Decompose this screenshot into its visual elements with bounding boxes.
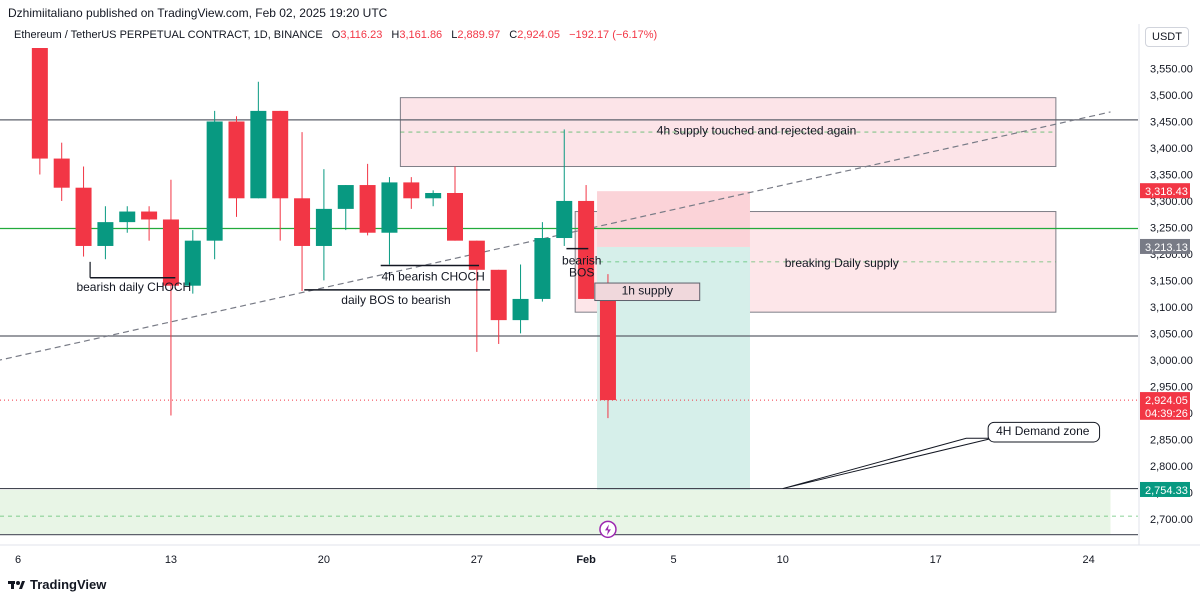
price-label-bg bbox=[1140, 238, 1190, 254]
x-tick-label: 24 bbox=[1083, 554, 1095, 566]
candle-body[interactable] bbox=[184, 240, 201, 286]
demand-callout-pointer bbox=[782, 437, 993, 490]
candle-body[interactable] bbox=[359, 185, 376, 233]
close-label: C bbox=[509, 29, 518, 41]
candle-body[interactable] bbox=[425, 192, 442, 199]
price-label-bg bbox=[1140, 404, 1190, 420]
candle-body[interactable] bbox=[53, 158, 70, 188]
candle-body[interactable] bbox=[468, 240, 485, 270]
symbol-legend: Ethereum / TetherUS PERPETUAL CONTRACT, … bbox=[14, 29, 657, 41]
candle-body[interactable] bbox=[315, 208, 332, 246]
trend-line bbox=[0, 111, 1111, 361]
supply-1h-box bbox=[594, 282, 701, 302]
price-label: 2,754.33 bbox=[1145, 485, 1188, 497]
high-value: 3,161.86 bbox=[399, 29, 443, 41]
y-tick-label: 3,050.00 bbox=[1150, 328, 1193, 340]
x-tick-label: 13 bbox=[165, 554, 177, 566]
publish-bar: Dzhimiitaliano published on TradingView.… bbox=[0, 0, 1200, 24]
y-tick-label: 3,550.00 bbox=[1150, 64, 1193, 76]
annotation-breaking-daily: breaking Daily supply bbox=[785, 256, 899, 270]
y-tick-label: 2,800.00 bbox=[1150, 461, 1193, 473]
symbol-name[interactable]: Ethereum / TetherUS PERPETUAL CONTRACT, … bbox=[14, 29, 323, 41]
annotation-bos-line1: bearish bbox=[562, 254, 601, 268]
y-tick-label: 3,300.00 bbox=[1150, 196, 1193, 208]
candle-body[interactable] bbox=[599, 298, 616, 401]
candle-body[interactable] bbox=[97, 222, 114, 246]
currency-button[interactable]: USDT bbox=[1145, 27, 1189, 47]
change-value: −192.17 (−6.17%) bbox=[569, 29, 658, 41]
candle-body[interactable] bbox=[447, 192, 463, 241]
candle-body[interactable] bbox=[578, 200, 595, 299]
high-label: H bbox=[391, 29, 400, 41]
candle-body[interactable] bbox=[556, 200, 573, 239]
y-tick-label: 3,500.00 bbox=[1150, 90, 1193, 102]
price-label: 3,318.43 bbox=[1145, 186, 1188, 198]
y-tick-label: 2,700.00 bbox=[1150, 514, 1193, 526]
y-tick-label: 3,000.00 bbox=[1150, 355, 1193, 367]
y-tick-label: 3,150.00 bbox=[1150, 275, 1193, 287]
y-tick-label: 2,850.00 bbox=[1150, 434, 1193, 446]
y-tick-label: 3,400.00 bbox=[1150, 143, 1193, 155]
footer-brand: TradingView bbox=[8, 577, 106, 592]
tradingview-logo-icon bbox=[8, 580, 25, 589]
x-tick-label: 17 bbox=[930, 554, 942, 566]
price-label: 04:39:26 bbox=[1145, 408, 1188, 420]
y-tick-label: 3,100.00 bbox=[1150, 302, 1193, 314]
annotation-4h-supply: 4h supply touched and rejected again bbox=[657, 124, 856, 138]
candle-body[interactable] bbox=[119, 211, 136, 223]
x-tick-label: 10 bbox=[777, 554, 789, 566]
candle-body[interactable] bbox=[294, 198, 311, 246]
candle-body[interactable] bbox=[228, 121, 245, 199]
candle-body[interactable] bbox=[75, 187, 92, 246]
x-tick-label: 20 bbox=[318, 554, 330, 566]
annotation-4h-choch: 4h bearish CHOCH bbox=[381, 269, 484, 283]
annotation-bos-line2: BOS bbox=[569, 266, 594, 280]
low-value: 2,889.97 bbox=[457, 29, 501, 41]
publish-info: Dzhimiitaliano published on TradingView.… bbox=[8, 6, 388, 20]
open-value: 3,116.23 bbox=[340, 29, 383, 41]
candle-body[interactable] bbox=[162, 219, 179, 286]
candle-body[interactable] bbox=[403, 182, 420, 199]
y-tick-label: 3,350.00 bbox=[1150, 169, 1193, 181]
candle-body[interactable] bbox=[206, 121, 223, 241]
y-tick-label: 3,450.00 bbox=[1150, 116, 1193, 128]
annotation-1h-supply: 1h supply bbox=[622, 284, 673, 298]
candle-body[interactable] bbox=[534, 238, 551, 299]
candle-body[interactable] bbox=[141, 211, 158, 220]
x-tick-label: 6 bbox=[15, 554, 21, 566]
annotation-daily-bos: daily BOS to bearish bbox=[341, 293, 450, 307]
brand-name: TradingView bbox=[30, 577, 107, 592]
zone-4h-demand bbox=[0, 489, 1111, 535]
price-label: 2,924.05 bbox=[1145, 395, 1188, 407]
candle-body[interactable] bbox=[381, 182, 398, 233]
y-tick-label: 2,950.00 bbox=[1150, 381, 1193, 393]
x-tick-label: Feb bbox=[576, 554, 596, 566]
candle-body[interactable] bbox=[490, 269, 507, 321]
price-label-bg bbox=[1140, 392, 1190, 408]
open-label: O bbox=[331, 29, 341, 41]
candle-body[interactable] bbox=[512, 298, 529, 321]
price-label: 3,213.13 bbox=[1145, 242, 1188, 254]
demand-callout-box bbox=[987, 421, 1101, 443]
annotation-4h-demand: 4H Demand zone bbox=[996, 424, 1090, 438]
x-tick-label: 27 bbox=[471, 554, 483, 566]
price-label-bg bbox=[1140, 481, 1190, 497]
low-label: L bbox=[451, 29, 458, 41]
y-tick-label: 3,250.00 bbox=[1150, 222, 1193, 234]
candle-body[interactable] bbox=[272, 110, 289, 199]
zone-stop bbox=[597, 191, 750, 247]
candle-body[interactable] bbox=[250, 110, 267, 199]
x-tick-label: 5 bbox=[670, 554, 676, 566]
close-value: 2,924.05 bbox=[517, 29, 561, 41]
candle-body[interactable] bbox=[31, 0, 48, 159]
candle-body[interactable] bbox=[337, 185, 354, 209]
annotation-bearish-choch: bearish daily CHOCH bbox=[76, 280, 191, 294]
price-label-bg bbox=[1140, 183, 1190, 199]
lightning-icon bbox=[604, 524, 611, 536]
